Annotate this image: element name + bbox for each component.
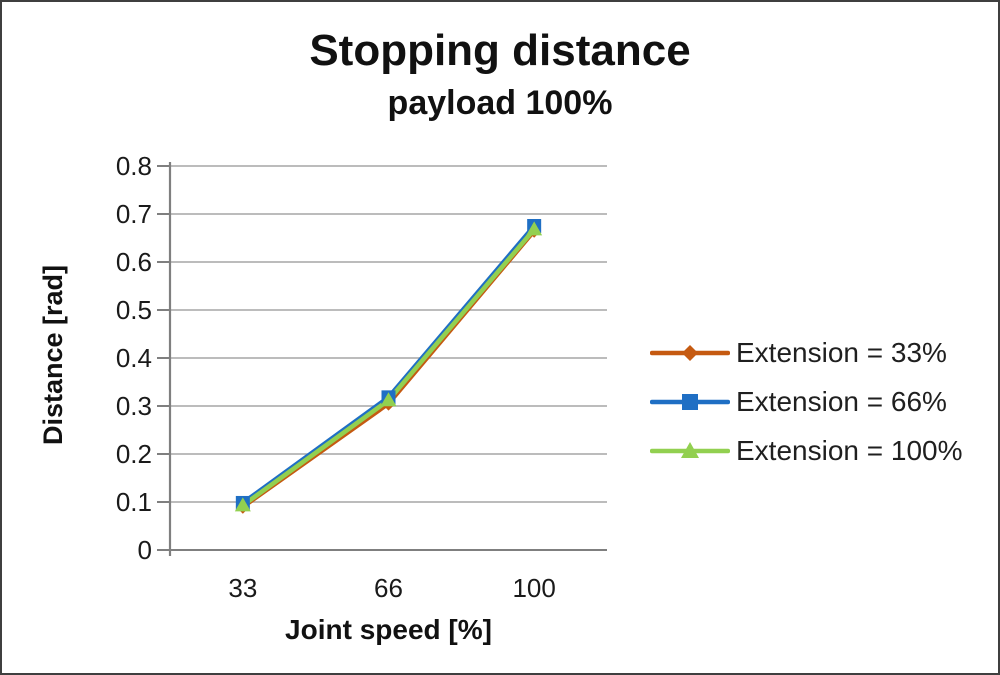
legend-marker-square-icon [650, 393, 730, 410]
chart-legend: Extension = 33% Extension = 66% Extension … [650, 336, 963, 467]
series-line [240, 228, 537, 510]
legend-marker-triangle-icon [650, 441, 730, 458]
x-tick-label: 33 [228, 573, 257, 603]
legend-marker-diamond-icon [650, 344, 730, 361]
legend-item: Extension = 100% [650, 434, 963, 467]
y-tick-label: 0 [138, 535, 152, 565]
series-line [240, 227, 537, 508]
data-point-triangle [380, 392, 397, 407]
chart-subtitle: payload 100% [387, 84, 613, 122]
x-tick-label: 100 [512, 573, 555, 603]
y-tick-label: 0.3 [116, 391, 152, 421]
y-tick-label: 0.7 [116, 199, 152, 229]
legend-label: Extension = 33% [736, 336, 947, 368]
data-point-triangle [681, 441, 699, 458]
data-point-triangle [526, 221, 543, 236]
y-tick-label: 0.6 [116, 247, 152, 277]
x-tick-label: 66 [374, 573, 403, 603]
y-tick-label: 0.5 [116, 295, 152, 325]
y-tick-label: 0.2 [116, 439, 152, 469]
legend-label: Extension = 100% [736, 434, 963, 466]
data-point-square [682, 393, 698, 410]
y-tick-label: 0.8 [116, 151, 152, 181]
legend-item: Extension = 66% [650, 385, 963, 418]
chart-title: Stopping distance [309, 26, 691, 75]
series-line [240, 223, 537, 506]
y-tick-label: 0.1 [116, 487, 152, 517]
x-axis-title: Joint speed [%] [285, 614, 492, 645]
data-point-diamond [682, 344, 698, 361]
legend-label: Extension = 66% [736, 385, 947, 417]
data-point-triangle [234, 497, 251, 512]
y-tick-label: 0.4 [116, 343, 152, 373]
legend-item: Extension = 33% [650, 336, 963, 369]
